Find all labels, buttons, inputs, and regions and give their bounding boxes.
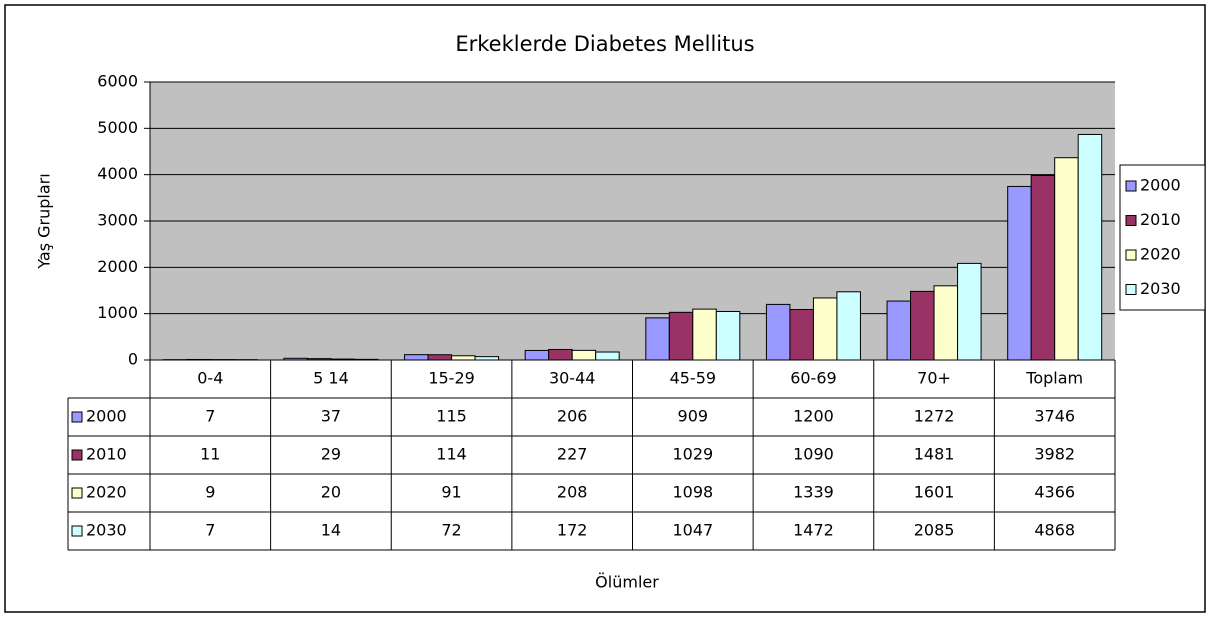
table-cell: 7: [205, 407, 215, 426]
bar: [1030, 175, 1056, 361]
bar: [404, 354, 429, 361]
table-cell: 114: [436, 445, 467, 464]
y-tick-label: 2000: [97, 257, 138, 276]
table-cell: 7: [205, 521, 215, 540]
table-cell: 206: [557, 407, 588, 426]
bar: [571, 349, 597, 361]
table-cell: 909: [678, 407, 709, 426]
legend-label: 2010: [1140, 210, 1181, 229]
bar: [910, 290, 935, 361]
bar: [886, 300, 912, 361]
table-cell: 4868: [1034, 521, 1075, 540]
table-cell: 14: [321, 521, 341, 540]
table-cell: 1472: [793, 521, 834, 540]
table-cell: 20: [321, 483, 341, 502]
legend-key: [1125, 249, 1137, 261]
table-legend-key: [71, 525, 83, 537]
legend-key: [1125, 284, 1137, 295]
table-cell: 1272: [914, 407, 955, 426]
table-cell: 1090: [793, 445, 834, 464]
x-tick-label: 60-69: [790, 369, 837, 388]
legend-key: [1125, 180, 1137, 192]
table-cell: 2085: [914, 521, 955, 540]
y-tick-label: 6000: [97, 72, 138, 91]
table-cell: 37: [321, 407, 341, 426]
x-tick-label: 30-44: [549, 369, 596, 388]
table-cell: 72: [441, 521, 461, 540]
table-cell: 1098: [672, 483, 713, 502]
table-cell: 4366: [1034, 483, 1075, 502]
table-cell: 1481: [914, 445, 955, 464]
table-legend-key: [71, 449, 83, 461]
table-legend-label: 2020: [86, 483, 127, 502]
bar: [812, 297, 838, 361]
table-cell: 3982: [1034, 445, 1075, 464]
bar: [548, 348, 573, 361]
y-tick-label: 5000: [97, 118, 138, 137]
y-tick-label: 4000: [97, 164, 138, 183]
x-axis-label: Ölümler: [595, 573, 659, 592]
table-cell: 227: [557, 445, 588, 464]
x-tick-label: 0-4: [197, 369, 223, 388]
table-cell: 208: [557, 483, 588, 502]
bar: [1054, 157, 1079, 361]
bar: [524, 349, 550, 361]
table-cell: 3746: [1034, 407, 1075, 426]
bar: [933, 285, 959, 361]
y-tick-label: 3000: [97, 211, 138, 230]
table-legend-label: 2030: [86, 521, 127, 540]
table-cell: 29: [321, 445, 341, 464]
bar: [427, 354, 453, 361]
bar: [836, 291, 861, 361]
bar: [474, 356, 500, 361]
x-tick-label: 15-29: [428, 369, 475, 388]
bar: [957, 262, 982, 361]
bar: [451, 355, 476, 361]
bar: [645, 317, 670, 361]
table-cell: 91: [441, 483, 461, 502]
table-cell: 1029: [672, 445, 713, 464]
legend-label: 2020: [1140, 245, 1181, 264]
bar: [1007, 185, 1032, 361]
table-legend-label: 2010: [86, 445, 127, 464]
x-tick-label: 45-59: [670, 369, 717, 388]
legend-label: 2030: [1140, 279, 1181, 298]
bar: [692, 308, 717, 361]
x-tick-label: 70+: [917, 369, 951, 388]
bar: [765, 303, 791, 361]
y-tick-label: 1000: [97, 303, 138, 322]
bar: [1077, 133, 1103, 361]
table-cell: 1200: [793, 407, 834, 426]
y-tick-label: 0: [128, 350, 138, 369]
x-tick-label: 5 14: [313, 369, 349, 388]
legend-key: [1125, 215, 1137, 226]
table-cell: 9: [205, 483, 215, 502]
bar: [715, 310, 741, 361]
table-cell: 115: [436, 407, 467, 426]
table-cell: 1339: [793, 483, 834, 502]
bar: [595, 351, 620, 361]
table-legend-label: 2000: [86, 407, 127, 426]
table-cell: 1047: [672, 521, 713, 540]
bar: [668, 311, 694, 361]
chart-title: Erkeklerde Diabetes Mellitus: [455, 32, 754, 56]
legend-label: 2000: [1140, 176, 1181, 195]
table-legend-key: [71, 411, 83, 423]
bar: [789, 308, 814, 361]
table-cell: 172: [557, 521, 588, 540]
table-legend-key: [71, 487, 83, 499]
x-tick-label: Toplam: [1025, 369, 1083, 388]
y-axis-label: Yaş Grupları: [35, 173, 54, 269]
table-cell: 11: [200, 445, 220, 464]
table-cell: 1601: [914, 483, 955, 502]
